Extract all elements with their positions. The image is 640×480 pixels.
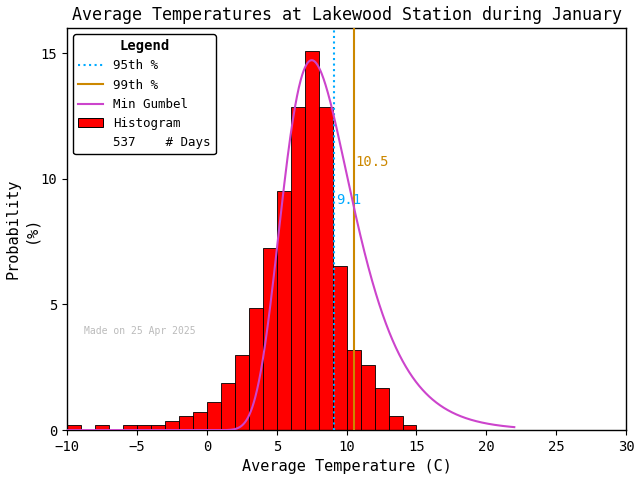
X-axis label: Average Temperature (C): Average Temperature (C): [242, 459, 452, 474]
Bar: [179, 416, 193, 430]
Bar: [319, 107, 333, 430]
Bar: [360, 365, 374, 430]
Bar: [165, 421, 179, 430]
Title: Average Temperatures at Lakewood Station during January: Average Temperatures at Lakewood Station…: [72, 6, 621, 24]
Bar: [193, 411, 207, 430]
Bar: [305, 51, 319, 430]
Bar: [276, 192, 291, 430]
Legend: 95th %, 99th %, Min Gumbel, Histogram, 537    # Days: 95th %, 99th %, Min Gumbel, Histogram, 5…: [74, 34, 216, 155]
Bar: [137, 425, 151, 430]
Bar: [333, 266, 347, 430]
Text: Made on 25 Apr 2025: Made on 25 Apr 2025: [84, 325, 196, 336]
Bar: [151, 425, 165, 430]
Y-axis label: Probability
(%): Probability (%): [6, 179, 38, 279]
Bar: [221, 384, 235, 430]
Bar: [95, 425, 109, 430]
Bar: [235, 356, 249, 430]
Bar: [388, 416, 403, 430]
Bar: [123, 425, 137, 430]
Bar: [291, 107, 305, 430]
Bar: [67, 425, 81, 430]
Bar: [263, 248, 276, 430]
Bar: [207, 402, 221, 430]
Bar: [403, 425, 417, 430]
Text: 10.5: 10.5: [356, 155, 389, 169]
Bar: [374, 388, 388, 430]
Bar: [347, 350, 360, 430]
Bar: [249, 309, 263, 430]
Text: 9.1: 9.1: [336, 193, 362, 207]
